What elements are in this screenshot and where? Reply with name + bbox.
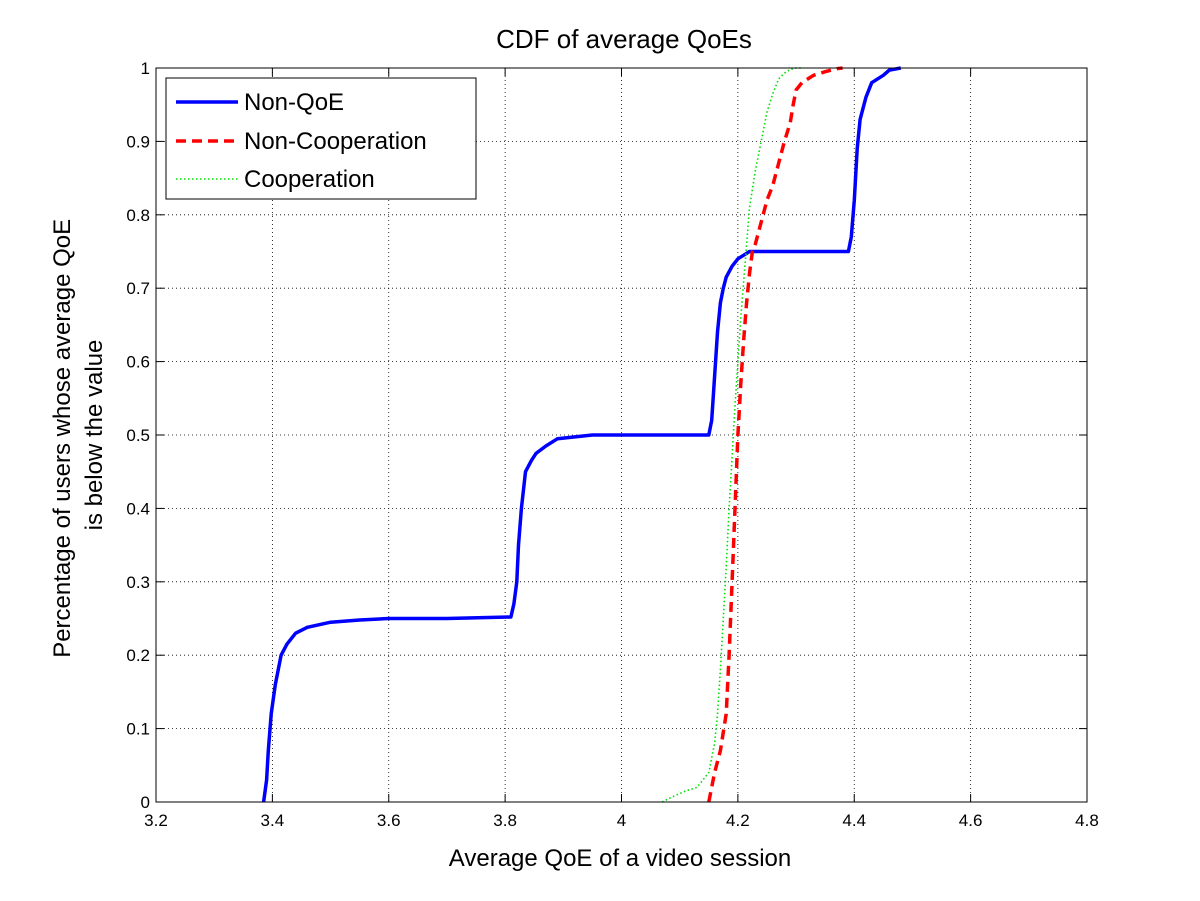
series-line-non-cooperation — [707, 66, 843, 803]
legend-label-non-cooperation: Non-Cooperation — [244, 128, 427, 155]
legend: Non-QoE Non-Cooperation Cooperation — [165, 77, 477, 200]
y-tick-label: 0 — [141, 793, 150, 812]
y-axis-label-line-2: is below the value — [81, 340, 108, 531]
y-tick-label: 0.8 — [126, 206, 150, 225]
series-line-non-qoe — [261, 66, 902, 803]
y-tick-label: 0.7 — [126, 279, 150, 298]
y-tick-label: 0.1 — [126, 720, 150, 739]
x-tick-label: 4.4 — [842, 811, 866, 830]
y-tick-label: 0.9 — [126, 132, 150, 151]
y-tick-label: 0.2 — [126, 646, 150, 665]
y-tick-label: 0.6 — [126, 353, 150, 372]
legend-box — [165, 77, 477, 200]
x-tick-label: 3.2 — [144, 811, 168, 830]
y-axis-label: Percentage of users whose average QoE is… — [49, 212, 108, 658]
y-tick-label: 0.3 — [126, 573, 150, 592]
y-tick-label: 0.4 — [126, 499, 150, 518]
plot-area — [261, 66, 902, 803]
x-axis-label: Average QoE of a video session — [449, 845, 791, 872]
y-tick-label: 0.5 — [126, 426, 150, 445]
x-tick-label: 3.8 — [493, 811, 517, 830]
chart-title: CDF of average QoEs — [496, 24, 752, 54]
legend-label-non-qoe: Non-QoE — [244, 89, 344, 116]
ticks: 3.2 3.4 3.6 3.8 4 4.2 4.4 4.6 4.8 0 0.1 0.2 0.3 0.4 0.… — [126, 59, 1098, 830]
x-tick-label: 3.4 — [261, 811, 285, 830]
x-tick-label: 4.8 — [1075, 811, 1099, 830]
x-tick-label: 4.2 — [726, 811, 750, 830]
x-tick-label: 3.6 — [377, 811, 401, 830]
x-tick-label: 4 — [617, 811, 626, 830]
y-axis-label-line-1: Percentage of users whose average QoE — [49, 219, 76, 658]
y-tick-label: 1 — [141, 59, 150, 78]
legend-label-cooperation: Cooperation — [244, 166, 375, 193]
x-tick-label: 4.6 — [959, 811, 983, 830]
series-line-cooperation — [661, 67, 802, 803]
